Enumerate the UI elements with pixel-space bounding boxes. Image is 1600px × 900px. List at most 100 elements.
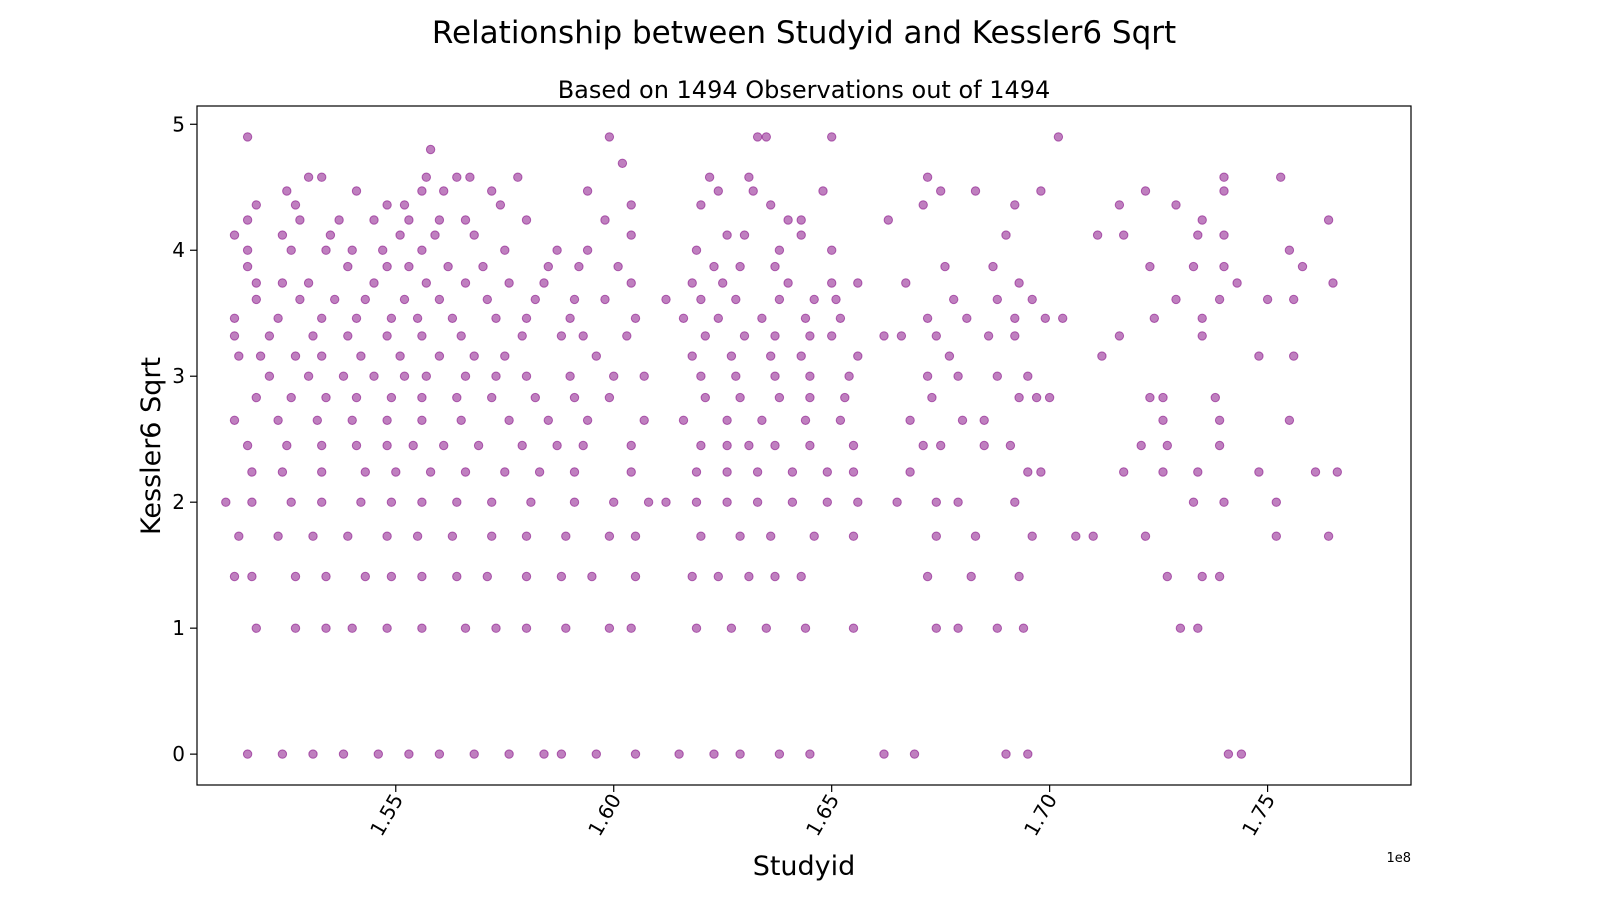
- data-point: [382, 531, 392, 541]
- data-point: [639, 415, 649, 425]
- data-point: [1323, 531, 1334, 541]
- data-point: [901, 278, 911, 288]
- data-point: [766, 351, 776, 361]
- data-point: [630, 749, 641, 759]
- data-point: [382, 440, 392, 451]
- data-point: [722, 497, 732, 507]
- data-point: [356, 351, 366, 361]
- data-point: [556, 749, 567, 759]
- data-point: [805, 371, 815, 381]
- data-point: [552, 245, 562, 255]
- data-point: [774, 749, 785, 759]
- data-point: [1088, 531, 1098, 541]
- data-point: [417, 186, 427, 196]
- data-point: [626, 278, 636, 288]
- data-point: [1175, 623, 1186, 633]
- data-point: [796, 571, 806, 582]
- data-point: [469, 749, 479, 759]
- data-point: [386, 497, 397, 507]
- data-point: [343, 331, 353, 341]
- data-point: [447, 531, 458, 541]
- data-point: [1214, 294, 1225, 305]
- data-point: [691, 245, 702, 255]
- data-point: [970, 531, 981, 541]
- data-point: [800, 415, 811, 425]
- data-point: [295, 294, 305, 305]
- data-point: [1119, 230, 1129, 240]
- data-point: [264, 371, 275, 381]
- data-point: [909, 749, 920, 759]
- data-point: [251, 200, 261, 210]
- data-point: [460, 278, 471, 288]
- data-point: [351, 392, 362, 403]
- data-point: [552, 440, 562, 451]
- data-point: [277, 278, 288, 288]
- data-point: [417, 331, 427, 341]
- data-point: [487, 392, 497, 403]
- data-point: [805, 749, 815, 759]
- data-point: [922, 172, 933, 182]
- data-point: [277, 230, 288, 240]
- data-point: [425, 467, 436, 477]
- data-point: [1071, 531, 1081, 541]
- data-point: [255, 351, 266, 361]
- data-point: [399, 294, 410, 305]
- data-point: [234, 351, 244, 361]
- data-point: [696, 531, 706, 541]
- data-point: [630, 531, 641, 541]
- data-point: [1023, 371, 1033, 381]
- data-point: [290, 351, 301, 361]
- data-point: [317, 467, 327, 477]
- data-point: [848, 440, 859, 451]
- data-point: [452, 497, 462, 507]
- data-point: [443, 261, 453, 272]
- data-point: [709, 749, 719, 759]
- data-point: [748, 186, 758, 196]
- data-point: [565, 313, 575, 323]
- data-point: [1162, 440, 1173, 451]
- data-point: [905, 415, 915, 425]
- data-point: [604, 132, 615, 142]
- data-point: [382, 331, 392, 341]
- data-point: [1114, 200, 1125, 210]
- data-point: [487, 531, 497, 541]
- data-point: [848, 623, 859, 633]
- data-point: [752, 132, 763, 142]
- data-point: [404, 749, 414, 759]
- data-point: [713, 313, 723, 323]
- data-point: [626, 467, 636, 477]
- data-point: [534, 467, 545, 477]
- data-point: [1053, 132, 1064, 142]
- data-point: [774, 294, 785, 305]
- data-point: [1136, 440, 1146, 451]
- data-point: [347, 245, 357, 255]
- data-point: [949, 294, 959, 305]
- data-point: [931, 331, 941, 341]
- data-point: [1276, 172, 1286, 182]
- data-point: [1193, 230, 1203, 240]
- data-point: [1289, 351, 1299, 361]
- data-point: [700, 392, 710, 403]
- data-point: [487, 497, 497, 507]
- data-point: [979, 440, 989, 451]
- data-point: [1284, 415, 1295, 425]
- data-point: [286, 245, 296, 255]
- data-point: [351, 313, 362, 323]
- data-point: [770, 571, 780, 582]
- data-point: [1158, 467, 1168, 477]
- data-point: [922, 571, 933, 582]
- data-point: [1332, 467, 1343, 477]
- data-point: [905, 467, 915, 477]
- data-point: [452, 392, 462, 403]
- data-point: [1214, 440, 1225, 451]
- data-point: [992, 294, 1002, 305]
- data-point: [460, 467, 471, 477]
- data-point: [569, 294, 580, 305]
- data-point: [591, 351, 601, 361]
- data-point: [229, 230, 240, 240]
- data-point: [303, 371, 314, 381]
- data-point: [417, 571, 427, 582]
- data-point: [517, 440, 527, 451]
- data-point: [1284, 245, 1295, 255]
- data-point: [495, 200, 506, 210]
